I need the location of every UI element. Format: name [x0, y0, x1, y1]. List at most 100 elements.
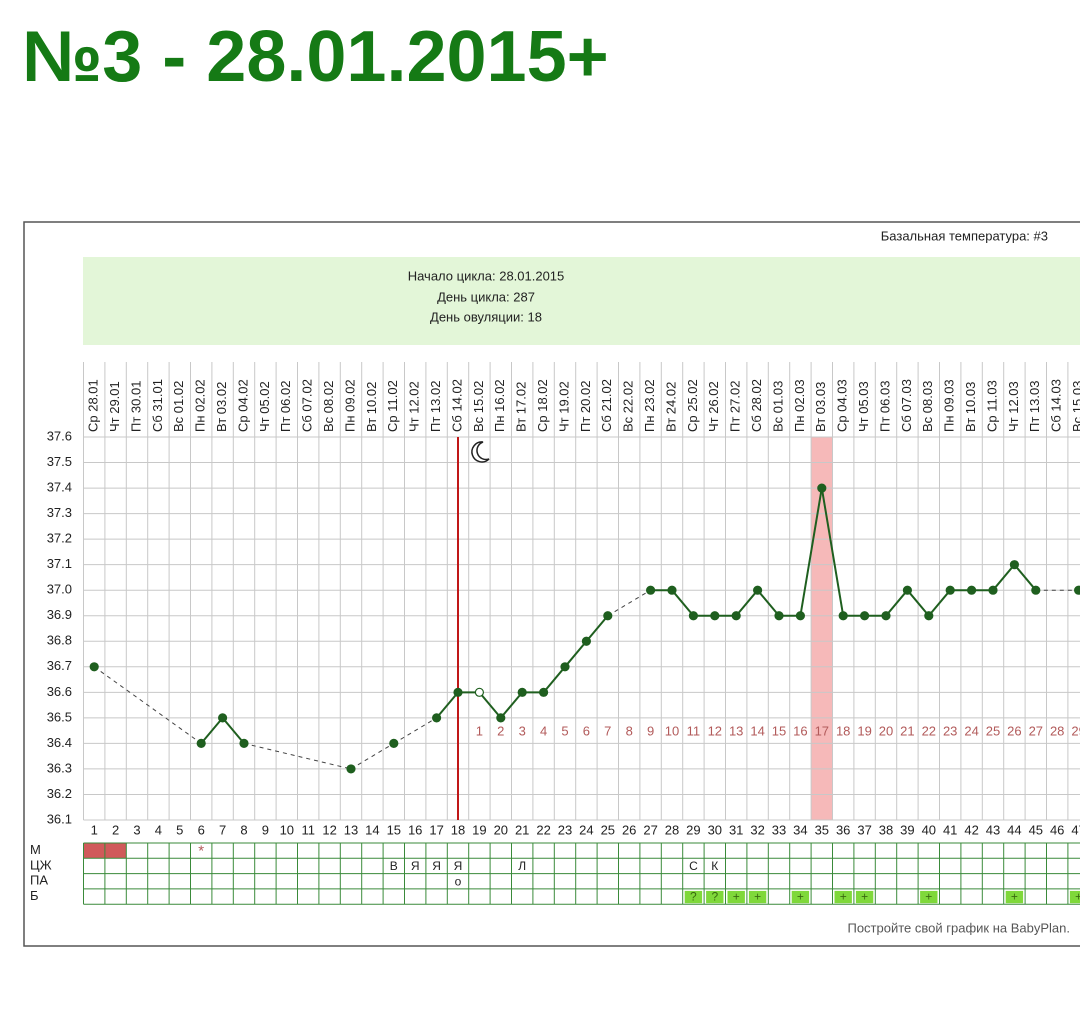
- cycle-day-label: 16: [793, 723, 807, 738]
- date-label: Вт 03.02: [214, 382, 229, 432]
- date-label: Пт 27.02: [728, 381, 743, 432]
- point: [645, 585, 656, 595]
- line-segment: [799, 487, 823, 616]
- mark-cell: [834, 890, 852, 904]
- x-tick-label: 37: [857, 822, 871, 837]
- cycle-day-label: 28: [1050, 723, 1064, 738]
- x-tick-label: 30: [708, 822, 722, 837]
- chart-title: Базальная температура: #3: [881, 228, 1048, 243]
- dashed-segment: [393, 717, 437, 744]
- date-label: Вс 22.02: [621, 381, 636, 432]
- line-segment: [200, 717, 224, 745]
- date-label: Чт 19.02: [556, 381, 571, 432]
- line-segment: [1013, 564, 1037, 591]
- point: [496, 713, 506, 723]
- cell-text: *: [198, 843, 204, 860]
- x-tick-label: 28: [665, 822, 679, 837]
- date-label: Чт 12.02: [407, 381, 422, 432]
- y-tick-label: 36.4: [47, 735, 72, 750]
- date-label: Ср 11.02: [385, 380, 400, 432]
- cycle-day-label: 19: [857, 723, 871, 738]
- moon-icon: [471, 441, 490, 463]
- date-label: Чт 26.02: [706, 381, 721, 432]
- dashed-segment: [350, 742, 395, 770]
- cell-text: +: [1011, 890, 1018, 904]
- cell-text: о: [455, 874, 462, 888]
- date-label: Вт 03.03: [813, 382, 828, 432]
- mark-cell: [1069, 890, 1080, 904]
- cycle-day-label: 3: [519, 723, 526, 738]
- date-label: Чт 29.01: [107, 381, 122, 432]
- cell-text: Я: [432, 859, 441, 873]
- line-segment: [500, 691, 523, 719]
- x-tick-label: 25: [601, 822, 615, 837]
- line-segment: [435, 691, 459, 719]
- x-tick-label: 36: [836, 822, 850, 837]
- point: [218, 713, 228, 723]
- row-label: Б: [30, 888, 39, 903]
- y-tick-label: 37.2: [47, 531, 72, 546]
- date-label: Вт 10.03: [963, 382, 978, 432]
- x-tick-label: 46: [1050, 822, 1064, 837]
- point: [774, 611, 784, 621]
- x-tick-label: 20: [494, 822, 508, 837]
- point: [902, 585, 913, 595]
- cell-text: ?: [711, 890, 718, 904]
- cycle-day-label: 14: [750, 723, 764, 738]
- dashed-segment: [607, 589, 651, 617]
- x-tick-label: 43: [986, 822, 1000, 837]
- line-segment: [564, 640, 588, 668]
- date-label: Пн 16.02: [492, 379, 507, 432]
- y-tick-label: 37.3: [47, 505, 72, 520]
- date-label: Ср 28.01: [86, 379, 101, 432]
- x-tick-label: 39: [900, 822, 914, 837]
- x-tick-label: 2: [112, 822, 119, 837]
- dashed-segment: [93, 666, 202, 744]
- cell-text: +: [925, 890, 932, 904]
- x-tick-label: 1: [91, 822, 98, 837]
- cycle-day-label: 9: [647, 723, 654, 738]
- date-label: Вс 15.02: [471, 381, 486, 432]
- x-tick-label: 13: [344, 822, 358, 837]
- cycle-day-label: 27: [1029, 723, 1043, 738]
- date-label: Вс 01.02: [171, 381, 186, 432]
- cycle-day-label: 26: [1007, 723, 1021, 738]
- date-label: Ср 25.02: [685, 379, 700, 432]
- date-label: Вт 10.02: [364, 382, 379, 432]
- x-tick-label: 42: [964, 822, 978, 837]
- cycle-day-label: 12: [708, 723, 722, 738]
- x-tick-label: 45: [1029, 822, 1043, 837]
- plot: 36.1 36.2 36.3 36.4 36.5 36.6 36.7 36.8 36.9 37.0…: [30, 362, 1080, 905]
- x-tick-label: 18: [451, 822, 465, 837]
- date-label: Пт 30.01: [128, 381, 143, 432]
- cycle-day-label: 13: [729, 723, 743, 738]
- cycle-day-label: 8: [626, 723, 633, 738]
- cycle-day-label: 22: [922, 723, 936, 738]
- info-box: [83, 257, 1080, 345]
- x-tick-label: 29: [686, 822, 700, 837]
- footer: Постройте свой график на BabyPlan.: [847, 920, 1070, 935]
- date-label: Пн 23.02: [642, 379, 657, 432]
- x-tick-label: 12: [322, 822, 336, 837]
- point: [881, 611, 891, 621]
- line-segment: [928, 589, 951, 617]
- cycle-day-label: 2: [497, 723, 504, 738]
- cell-text: ?: [690, 890, 697, 904]
- x-tick-label: 7: [219, 822, 226, 837]
- x-tick-label: 6: [198, 822, 205, 837]
- line-segment: [478, 691, 502, 719]
- mark-cell: [748, 890, 767, 904]
- point: [731, 611, 741, 621]
- y-tick-label: 36.3: [47, 760, 72, 775]
- date-label: Сб 07.03: [899, 379, 914, 432]
- x-tick-label: 26: [622, 822, 636, 837]
- y-tick-label: 36.7: [47, 658, 72, 673]
- point: [1074, 585, 1080, 595]
- x-tick-label: 33: [772, 822, 786, 837]
- y-tick-label: 37.6: [47, 428, 72, 443]
- point: [538, 687, 549, 697]
- date-label: Пт 20.02: [578, 381, 593, 432]
- cycle-day-label: 5: [561, 723, 568, 738]
- x-tick-label: 10: [280, 822, 294, 837]
